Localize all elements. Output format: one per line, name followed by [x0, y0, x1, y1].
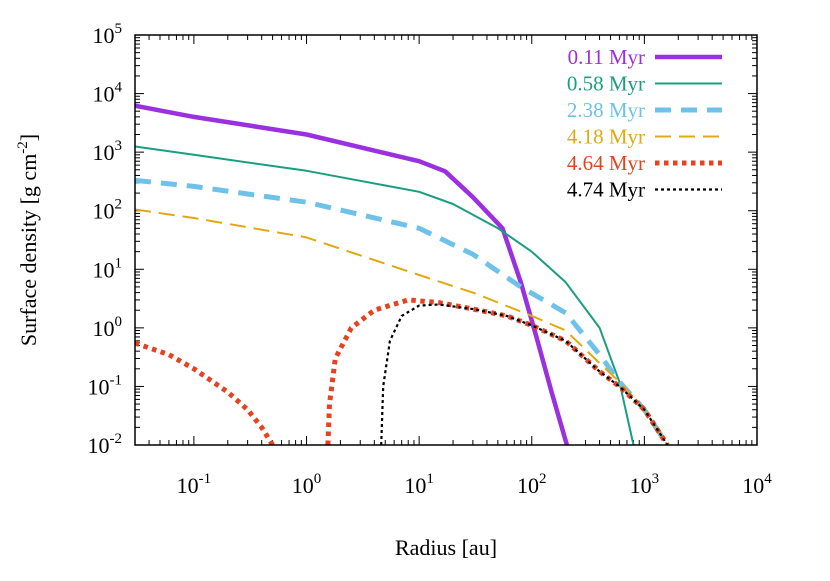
- plot-frame: [134, 34, 758, 446]
- x-tick-label: 10-1: [177, 471, 212, 498]
- y-tick-label: 10-1: [88, 372, 123, 399]
- legend-label: 2.38 Myr: [567, 98, 645, 122]
- series-line: [135, 103, 570, 445]
- series-1: [135, 145, 635, 445]
- series-line: [135, 340, 275, 445]
- series-lines: [135, 103, 670, 445]
- legend-bg: [525, 124, 730, 150]
- y-tick-label: 104: [93, 80, 123, 107]
- y-tick-label: 100: [93, 314, 123, 341]
- y-axis-title: Surface density [g cm-2]: [15, 134, 41, 346]
- x-tick-label: 104: [742, 471, 772, 498]
- y-tick-label: 101: [93, 255, 123, 282]
- series-0: [135, 103, 570, 445]
- x-axis-title: Radius [au]: [395, 535, 497, 560]
- x-tick-label: 101: [404, 471, 434, 498]
- y-tick-label: 102: [93, 197, 123, 224]
- series-line: [135, 208, 669, 445]
- series-line: [135, 145, 635, 445]
- legend-label: 0.58 Myr: [567, 72, 645, 96]
- legend-label: 4.74 Myr: [567, 178, 645, 202]
- legend-bg: [525, 151, 730, 177]
- legend-bg: [525, 177, 730, 203]
- x-tick-label: 103: [630, 471, 660, 498]
- legend-label: 4.64 Myr: [567, 151, 645, 175]
- x-tick-label: 102: [517, 471, 547, 498]
- series-line: [380, 303, 669, 445]
- series-4: [135, 297, 670, 445]
- y-tick-label: 10-2: [88, 431, 123, 458]
- legend-label: 0.11 Myr: [568, 45, 645, 69]
- series-3: [135, 208, 669, 445]
- y-tick-label: 103: [93, 138, 123, 165]
- y-tick-label: 105: [93, 21, 123, 48]
- legend-label: 4.18 Myr: [567, 125, 645, 149]
- axes: 10-1 100 101 102 103 104 10-2 10-1 100 101 102 103 1…: [88, 21, 773, 498]
- x-tick-label: 100: [292, 471, 322, 498]
- series-5: [380, 303, 669, 445]
